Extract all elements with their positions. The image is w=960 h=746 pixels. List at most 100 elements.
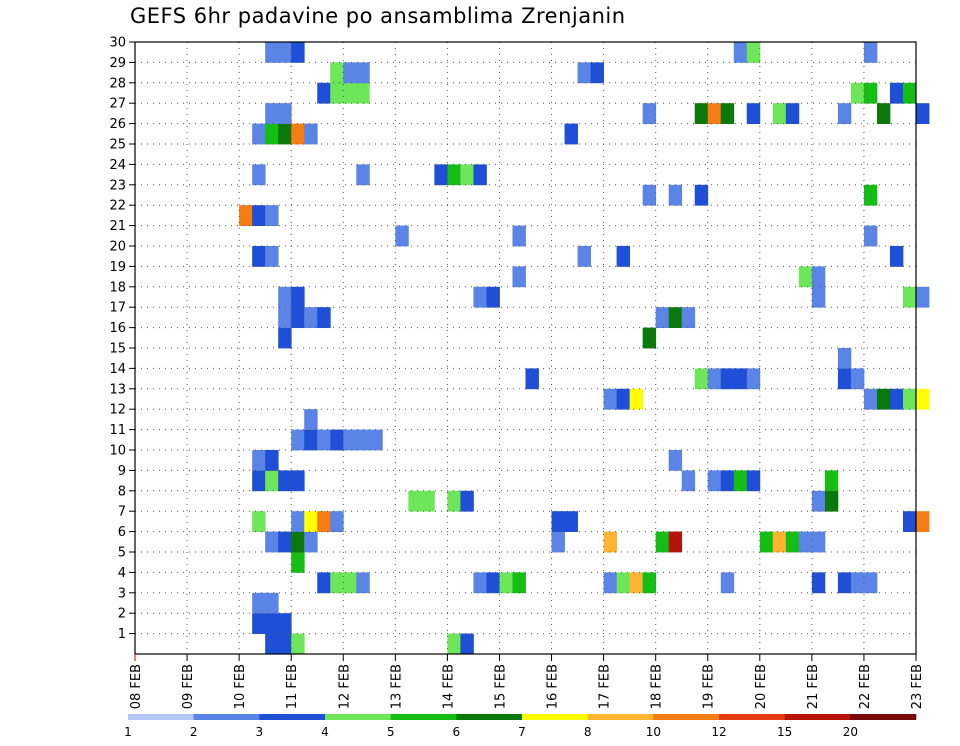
heatmap-cell bbox=[330, 82, 344, 104]
heatmap-cell bbox=[356, 164, 370, 186]
heatmap-cell bbox=[239, 205, 253, 226]
heatmap-cell bbox=[252, 123, 266, 145]
heatmap-cell bbox=[837, 572, 852, 594]
heatmap-cell bbox=[655, 531, 670, 553]
heatmap-cell bbox=[291, 511, 305, 532]
heatmap-cell bbox=[616, 388, 631, 410]
heatmap-cell bbox=[759, 531, 774, 553]
x-tick-label: 10 FEB bbox=[233, 664, 248, 709]
heatmap-cell bbox=[785, 531, 800, 553]
x-tick-label: 13 FEB bbox=[389, 664, 404, 709]
heatmap-cell bbox=[460, 164, 474, 186]
heatmap-cell bbox=[694, 103, 709, 124]
heatmap-cell bbox=[668, 184, 683, 206]
heatmap-cell bbox=[499, 572, 513, 594]
heatmap-cell bbox=[889, 246, 904, 267]
heatmap-cell bbox=[707, 103, 722, 124]
heatmap-cell bbox=[720, 368, 735, 390]
y-tick-label: 9 bbox=[118, 464, 126, 479]
heatmap-cell bbox=[863, 42, 878, 63]
x-tick-label: 08 FEB bbox=[129, 664, 144, 709]
heatmap-cell bbox=[304, 531, 318, 553]
heatmap-cell bbox=[876, 103, 891, 124]
heatmap-cell bbox=[265, 42, 279, 63]
y-tick-label: 21 bbox=[109, 219, 126, 234]
y-tick-label: 30 bbox=[109, 36, 126, 51]
y-tick-label: 10 bbox=[109, 444, 126, 459]
heatmap-cell bbox=[278, 123, 292, 145]
heatmap-cell bbox=[317, 82, 331, 104]
heatmap-cell bbox=[642, 327, 657, 349]
heatmap-cell bbox=[278, 327, 292, 349]
colorbar-swatch bbox=[784, 714, 851, 720]
heatmap-cell bbox=[473, 164, 487, 186]
heatmap-cell bbox=[317, 307, 331, 328]
y-tick-label: 5 bbox=[118, 546, 126, 561]
heatmap-cell bbox=[733, 368, 748, 390]
heatmap-cell bbox=[694, 368, 709, 390]
x-tick-label: 15 FEB bbox=[493, 664, 508, 709]
y-tick-label: 3 bbox=[118, 586, 126, 601]
heatmap-cell bbox=[733, 42, 748, 63]
colorbar-label: 20 bbox=[843, 725, 858, 739]
heatmap-cell bbox=[798, 266, 813, 288]
heatmap-cell bbox=[252, 613, 266, 634]
heatmap-cell bbox=[850, 368, 865, 390]
heatmap-cell bbox=[460, 490, 474, 512]
heatmap-cell bbox=[304, 307, 318, 328]
heatmap-cell bbox=[473, 286, 487, 308]
y-tick-label: 27 bbox=[109, 97, 126, 112]
heatmap-cell bbox=[330, 429, 344, 451]
heatmap-cell bbox=[811, 286, 826, 308]
heatmap-cell bbox=[317, 429, 331, 451]
heatmap-cell bbox=[278, 613, 292, 634]
heatmap-cell bbox=[916, 103, 930, 124]
heatmap-cell bbox=[291, 552, 305, 573]
heatmap-cell bbox=[720, 470, 735, 492]
x-tick-label: 20 FEB bbox=[754, 664, 769, 709]
heatmap-cell bbox=[265, 205, 279, 226]
y-tick-label: 18 bbox=[109, 280, 126, 295]
heatmap-cell bbox=[304, 123, 318, 145]
heatmap-cell bbox=[304, 511, 318, 532]
heatmap-cell bbox=[876, 388, 891, 410]
x-tick-label: 16 FEB bbox=[546, 664, 561, 709]
y-tick-label: 28 bbox=[109, 76, 126, 91]
heatmap-cell bbox=[668, 307, 683, 328]
heatmap-cell bbox=[902, 286, 917, 308]
heatmap-cell bbox=[681, 470, 696, 492]
colorbar-swatch bbox=[193, 714, 260, 720]
heatmap-cell bbox=[278, 307, 292, 328]
heatmap-cell bbox=[343, 572, 357, 594]
y-tick-label: 7 bbox=[118, 505, 126, 520]
colorbar-label: 6 bbox=[453, 725, 461, 739]
heatmap-cell bbox=[629, 572, 644, 594]
heatmap-cell bbox=[551, 511, 565, 532]
heatmap-cell bbox=[278, 531, 292, 553]
y-tick-label: 11 bbox=[109, 423, 126, 438]
heatmap-cell bbox=[551, 531, 565, 553]
heatmap-cell bbox=[265, 103, 279, 124]
heatmap-cell bbox=[330, 511, 344, 532]
heatmap-cell bbox=[252, 470, 266, 492]
heatmap-cell bbox=[291, 633, 305, 655]
heatmap-cell bbox=[681, 307, 696, 328]
heatmap-cell bbox=[863, 82, 878, 104]
heatmap-cell bbox=[824, 490, 839, 512]
heatmap-cell bbox=[252, 246, 266, 267]
heatmap-cell bbox=[356, 62, 370, 84]
colorbar-swatch bbox=[522, 714, 588, 720]
heatmap-cell bbox=[642, 572, 657, 594]
heatmap-cell bbox=[447, 490, 461, 512]
heatmap-cell bbox=[668, 531, 683, 553]
colorbar-swatch bbox=[719, 714, 785, 720]
heatmap-cell bbox=[304, 409, 318, 430]
heatmap-cell bbox=[603, 572, 618, 594]
colorbar-label: 5 bbox=[387, 725, 395, 739]
heatmap-cell bbox=[916, 511, 930, 532]
y-tick-label: 13 bbox=[109, 382, 126, 397]
y-tick-label: 19 bbox=[109, 260, 126, 275]
heatmap-cell bbox=[265, 450, 279, 471]
heatmap-cell bbox=[343, 429, 357, 451]
heatmap-cell bbox=[252, 450, 266, 471]
